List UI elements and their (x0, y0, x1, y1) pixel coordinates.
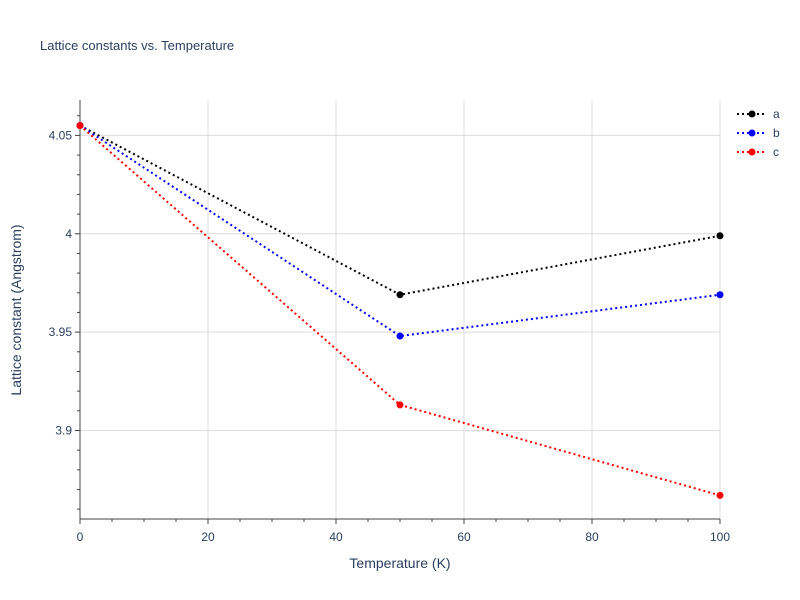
series-line-a (79, 124, 721, 296)
series-c (76, 122, 724, 499)
legend-label: b (773, 126, 780, 140)
legend-marker (748, 110, 756, 118)
legend-marker (748, 148, 756, 156)
legend-marker (748, 129, 756, 137)
data-point (396, 401, 404, 409)
legend-item-b[interactable]: b (737, 126, 780, 140)
legend-item-a[interactable]: a (737, 107, 780, 121)
y-tick-label: 3.9 (55, 423, 72, 437)
x-tick-label: 80 (585, 530, 599, 544)
series-line-c (79, 124, 721, 497)
series-line-b (79, 124, 721, 338)
legend-item-c[interactable]: c (737, 145, 779, 159)
data-point (716, 232, 724, 240)
series-a (76, 122, 724, 299)
series-group (76, 122, 724, 499)
data-point (716, 491, 724, 499)
series-b (76, 122, 724, 340)
y-axis-title: Lattice constant (Angstrom) (8, 224, 24, 395)
data-point (76, 122, 84, 130)
data-point (396, 291, 404, 299)
data-point (396, 332, 404, 340)
y-tick-label: 4 (65, 227, 72, 241)
x-axis-title: Temperature (K) (349, 555, 450, 571)
legend[interactable]: abc (737, 107, 780, 159)
x-tick-label: 20 (201, 530, 215, 544)
data-point (716, 291, 724, 299)
legend-label: a (773, 107, 780, 121)
x-tick-label: 100 (710, 530, 730, 544)
x-tick-label: 40 (329, 530, 343, 544)
y-tick-label: 3.95 (49, 325, 73, 339)
y-tick-label: 4.05 (49, 128, 73, 142)
grid (80, 100, 721, 519)
axes: 0 20 40 60 80 100 3.9 3.95 4 4.05 (49, 100, 730, 544)
x-tick-label: 0 (77, 530, 84, 544)
x-tick-label: 60 (457, 530, 471, 544)
legend-label: c (773, 145, 779, 159)
chart-title: Lattice constants vs. Temperature (40, 38, 234, 53)
